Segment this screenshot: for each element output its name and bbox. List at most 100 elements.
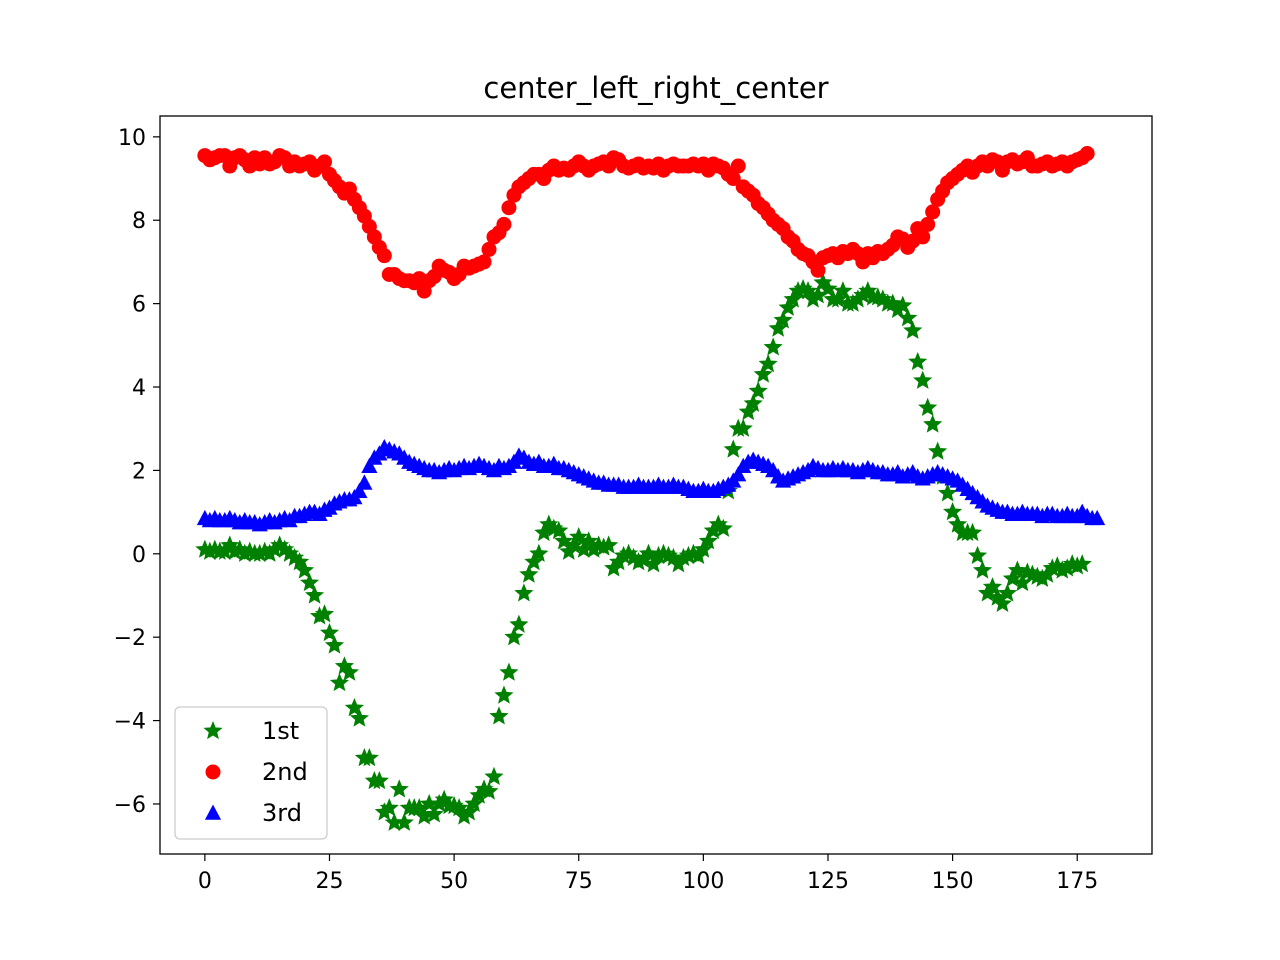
point-1st-141	[898, 308, 918, 327]
point-3rd-33	[361, 457, 378, 474]
y-tick-label: −2	[114, 626, 146, 651]
point-1st-140	[893, 295, 913, 314]
point-1st-106	[723, 439, 743, 458]
y-tick-label: −4	[114, 710, 146, 735]
series-3rd	[196, 438, 1106, 532]
point-1st-160	[992, 593, 1013, 612]
point-1st-147	[928, 441, 948, 460]
point-2nd-146	[925, 204, 941, 220]
point-1st-59	[489, 706, 509, 725]
point-1st-156	[972, 560, 993, 579]
point-1st-163	[1007, 560, 1027, 579]
point-3rd-179	[1089, 509, 1106, 526]
series-layer	[195, 146, 1106, 831]
y-tick-label: −6	[114, 793, 146, 818]
legend-marker-1st	[203, 720, 223, 740]
point-1st-146	[923, 414, 943, 433]
point-1st-150	[943, 502, 963, 521]
point-2nd-60	[496, 216, 512, 232]
point-1st-61	[499, 662, 519, 681]
point-1st-22	[304, 585, 325, 604]
point-1st-161	[997, 583, 1018, 602]
point-1st-128	[833, 281, 853, 300]
point-1st-143	[908, 351, 928, 371]
legend-label-3rd: 3rd	[262, 799, 302, 827]
point-3rd-31	[351, 482, 368, 499]
y-tick-label: 2	[132, 459, 146, 484]
x-tick-label: 125	[807, 869, 849, 894]
point-2nd-61	[501, 200, 517, 216]
point-1st-149	[938, 483, 958, 502]
y-tick-label: 6	[132, 293, 146, 318]
point-1st-64	[514, 583, 534, 602]
x-tick-label: 175	[1056, 869, 1098, 894]
point-1st-46	[424, 804, 444, 823]
y-tick-label: 0	[132, 543, 146, 568]
point-2nd-57	[481, 241, 497, 257]
x-tick-label: 25	[315, 869, 343, 894]
point-1st-65	[519, 564, 539, 583]
point-1st-29	[339, 662, 359, 681]
point-1st-27	[329, 672, 350, 692]
point-1st-21	[299, 572, 320, 592]
point-2nd-145	[920, 216, 936, 232]
point-2nd-106	[725, 171, 741, 187]
point-2nd-123	[810, 262, 826, 278]
point-1st-62	[504, 627, 524, 646]
point-1st-20	[294, 560, 315, 579]
y-tick-label: 8	[132, 209, 146, 234]
chart-title: center_left_right_center	[483, 71, 828, 105]
point-1st-145	[918, 397, 938, 417]
plot-frame	[159, 115, 1153, 855]
point-1st-142	[903, 320, 923, 339]
point-2nd-107	[730, 158, 746, 174]
point-1st-155	[967, 545, 988, 565]
legend-label-2nd: 2nd	[262, 758, 308, 786]
x-tick-label: 50	[440, 869, 468, 894]
point-1st-114	[763, 337, 783, 356]
point-1st-112	[753, 364, 773, 383]
point-1st-35	[369, 770, 389, 790]
series-1st	[195, 272, 1092, 831]
point-1st-154	[962, 522, 983, 542]
point-1st-108	[733, 418, 753, 437]
point-2nd-144	[915, 229, 931, 245]
point-3rd-32	[356, 474, 373, 490]
point-1st-58	[484, 766, 504, 786]
legend-marker-3rd	[204, 804, 222, 820]
point-1st-81	[599, 535, 619, 554]
point-1st-63	[509, 614, 529, 633]
legend: 1st 2nd 3rd	[174, 706, 328, 840]
x-tick-label: 0	[198, 869, 212, 894]
point-1st-24	[314, 604, 335, 623]
point-1st-26	[324, 635, 345, 654]
series-2nd	[197, 146, 1095, 299]
point-1st-113	[758, 354, 778, 373]
point-1st-144	[913, 370, 933, 389]
point-1st-39	[389, 779, 409, 798]
point-2nd-24	[317, 154, 333, 170]
point-2nd-56	[476, 254, 492, 270]
point-1st-176	[1072, 554, 1092, 573]
x-tick-label: 150	[932, 869, 974, 894]
point-1st-104	[713, 518, 733, 537]
y-tick-label: 4	[132, 376, 146, 401]
point-2nd-177	[1079, 146, 1095, 162]
x-tick-label: 100	[682, 869, 724, 894]
point-1st-40	[394, 812, 414, 831]
legend-label-1st: 1st	[262, 717, 299, 745]
point-1st-67	[529, 543, 549, 562]
point-1st-60	[494, 685, 514, 704]
point-2nd-36	[376, 248, 392, 264]
point-3rd-107	[730, 466, 747, 482]
point-1st-57	[479, 781, 499, 800]
point-1st-33	[359, 748, 379, 767]
legend-marker-2nd	[205, 764, 221, 780]
point-1st-37	[379, 798, 399, 817]
point-1st-101	[698, 531, 718, 550]
point-1st-116	[773, 310, 793, 329]
point-1st-111	[748, 381, 768, 400]
x-tick-label: 75	[565, 869, 593, 894]
y-axis: −6 −4 −2 0 2 4 6 8 10	[114, 126, 160, 818]
y-tick-label: 10	[118, 126, 146, 151]
